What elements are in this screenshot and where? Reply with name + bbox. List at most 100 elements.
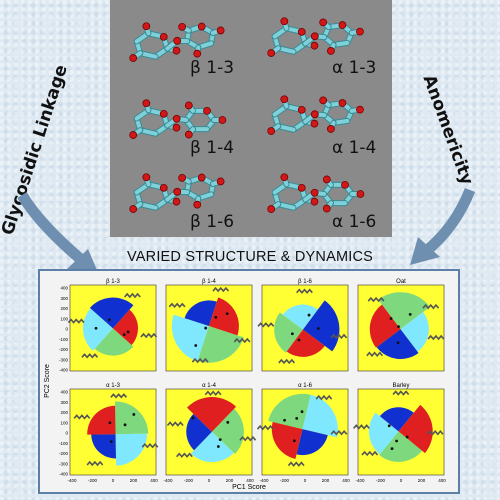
molecule-label-alpha-1-4: α 1-4 xyxy=(332,138,377,158)
x-tick-label: -200 xyxy=(376,478,386,483)
left-arrow xyxy=(17,192,88,267)
pca-cluster xyxy=(190,431,234,463)
structure-snapshot xyxy=(366,351,384,357)
molecule-alpha-1-4 xyxy=(267,95,364,135)
x-tick-label: 200 xyxy=(130,478,138,483)
pca-cluster xyxy=(87,405,116,435)
pca-cluster xyxy=(400,311,429,352)
pca-centroid xyxy=(123,423,127,427)
pca-cluster xyxy=(211,408,244,454)
molecule-beta-1-4 xyxy=(129,99,227,139)
pca-cluster xyxy=(186,413,212,451)
pca-plot-panel: PC2 Score PC1 Score β 1-3 400 300 200 100 0 -100… xyxy=(38,269,460,494)
pca-cluster xyxy=(302,300,340,352)
pca-cluster xyxy=(184,300,217,327)
pca-cluster xyxy=(94,328,134,356)
molecule-alpha-1-3 xyxy=(267,17,364,57)
structure-snapshot xyxy=(233,337,251,344)
right-arrow-head xyxy=(410,237,440,265)
molecule-label-beta-1-4: β 1-4 xyxy=(190,138,235,158)
pca-cluster xyxy=(197,326,244,363)
pca-centroid xyxy=(109,440,113,443)
pca-centroid xyxy=(204,326,208,330)
pca-centroid xyxy=(390,447,394,451)
pca-panel-title: Barley xyxy=(392,383,409,389)
structure-snapshot xyxy=(353,424,370,430)
structure-snapshot xyxy=(73,414,91,420)
pca-cluster xyxy=(171,314,209,362)
pca-centroid xyxy=(290,332,294,336)
structure-snapshot xyxy=(204,390,222,396)
pca-panel-title: β 1-6 xyxy=(298,279,312,285)
y-tick-label: -100 xyxy=(59,441,69,446)
y-tick-label: 300 xyxy=(60,296,68,301)
x-tick-label: 400 xyxy=(150,478,158,483)
main-title: VARIED STRUCTURE & DYNAMICS xyxy=(126,249,374,265)
pca-panel-6: α 1-6 -400 -200 0 200 400 xyxy=(256,383,350,483)
structure-snapshot xyxy=(427,334,445,341)
molecule-label-beta-1-3: β 1-3 xyxy=(190,58,235,78)
structure-snapshot xyxy=(296,288,313,294)
pca-panel-0: β 1-3 400 300 200 100 0 -100 -200 -300 -400 xyxy=(59,279,158,373)
pca-cluster xyxy=(296,429,328,456)
pca-centroid xyxy=(316,327,320,330)
x-tick-label: -400 xyxy=(259,478,269,483)
pca-cluster xyxy=(268,393,311,430)
y-tick-label: 200 xyxy=(60,306,68,311)
pca-centroid xyxy=(307,313,311,317)
x-axis-label: PC1 Score xyxy=(232,484,266,491)
molecule-panel: β 1-3 α 1-3 β 1-4 α 1-4 β 1-6 α 1-6 xyxy=(110,0,392,237)
pca-cluster xyxy=(91,434,116,459)
structure-snapshot xyxy=(141,442,159,449)
x-tick-label: 0 xyxy=(304,478,307,483)
pca-panel-title: α 1-4 xyxy=(202,383,216,389)
y-tick-label: -300 xyxy=(59,461,69,466)
structure-snapshot xyxy=(330,333,348,340)
pca-centroid xyxy=(94,326,98,330)
pca-panel-title: β 1-4 xyxy=(202,279,216,285)
molecule-beta-1-6 xyxy=(129,173,225,213)
y-tick-label: 100 xyxy=(60,420,68,425)
y-tick-label: 200 xyxy=(60,410,68,415)
molecule-label-beta-1-6: β 1-6 xyxy=(190,212,235,232)
molecule-label-alpha-1-3: α 1-3 xyxy=(332,58,377,78)
structure-snapshot xyxy=(239,435,257,442)
structure-snapshot xyxy=(256,424,274,431)
y-axis-label: PC2 Score xyxy=(44,364,51,398)
structure-snapshot xyxy=(330,429,348,436)
x-tick-label: 200 xyxy=(418,478,426,483)
structure-snapshot xyxy=(361,450,379,457)
pca-cluster xyxy=(368,412,399,455)
structure-snapshot xyxy=(166,421,184,427)
pca-centroid xyxy=(218,438,222,442)
y-tick-label: -400 xyxy=(59,472,69,477)
y-tick-label: 0 xyxy=(65,431,68,436)
x-tick-label: 0 xyxy=(112,478,115,483)
structure-snapshot xyxy=(191,357,209,364)
x-tick-label: 0 xyxy=(208,478,211,483)
y-tick-label: 400 xyxy=(60,286,68,291)
pca-centroid xyxy=(283,418,286,422)
structure-snapshot xyxy=(140,332,158,339)
structure-snapshot xyxy=(67,318,85,324)
pca-panel-5: α 1-4 -400 -200 0 200 400 xyxy=(163,383,257,483)
pca-panel-1: β 1-4 xyxy=(165,279,253,372)
pca-cluster xyxy=(379,431,423,462)
pca-centroid xyxy=(387,424,391,428)
y-tick-label: -100 xyxy=(59,337,69,342)
pca-centroid xyxy=(108,421,112,425)
structure-snapshot xyxy=(110,393,128,399)
pca-centroid xyxy=(191,416,195,420)
pca-cluster xyxy=(82,308,113,351)
structure-snapshot xyxy=(392,390,410,396)
pca-centroid xyxy=(292,439,296,443)
x-tick-label: -400 xyxy=(163,478,173,483)
pca-centroid xyxy=(226,420,230,424)
structure-snapshot xyxy=(81,353,99,359)
pca-panel-title: β 1-3 xyxy=(106,279,120,285)
structure-snapshot xyxy=(315,394,333,401)
y-tick-label: 0 xyxy=(65,327,68,332)
pca-centroid xyxy=(300,410,304,414)
x-tick-label: -400 xyxy=(67,478,77,483)
y-tick-label: -400 xyxy=(59,368,69,373)
